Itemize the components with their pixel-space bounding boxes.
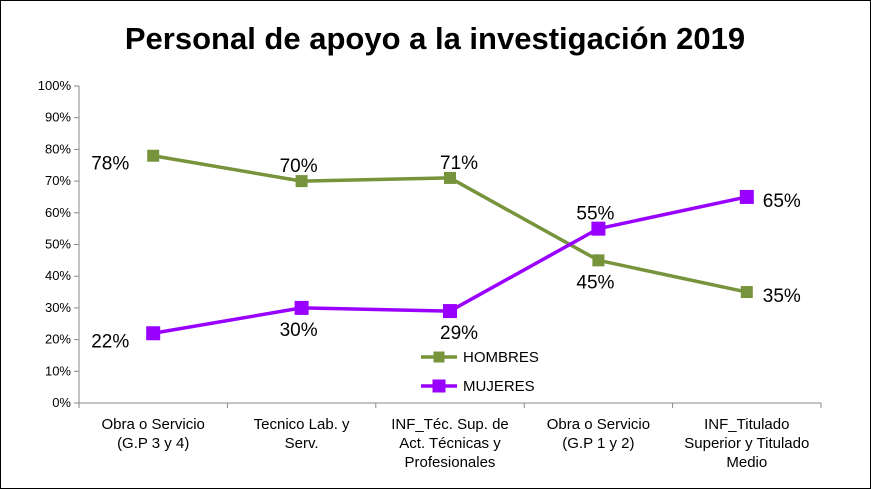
data-label-mujeres: 30% (280, 320, 318, 341)
data-label-hombres: 78% (91, 154, 129, 175)
data-label-mujeres: 22% (91, 331, 129, 352)
legend: HOMBRES MUJERES (421, 349, 539, 395)
x-tick-label-line: Tecnico Lab. y (254, 416, 350, 433)
data-point-mujeres (146, 326, 161, 341)
x-tick-label-line: INF_Titulado (704, 416, 789, 433)
data-label-mujeres: 29% (440, 323, 478, 344)
y-tick-label: 20% (45, 332, 71, 347)
y-tick-label: 10% (45, 363, 71, 378)
y-tick-label: 30% (45, 300, 71, 315)
y-tick-label: 50% (45, 237, 71, 252)
y-tick-label: 90% (45, 110, 71, 125)
x-tick-label-line: Profesionales (405, 454, 496, 471)
x-tick-label: Obra o Servicio (G.P 1 y 2) (547, 416, 650, 452)
data-labels: 78% 70% 71% 45% 35% 22% 30% 29% 55% 65% (91, 153, 801, 352)
legend-label-hombres: HOMBRES (463, 349, 539, 366)
y-axis-ticks: 0% 10% 20% 30% 40% 50% 60% 70% 80% 90% 100% (38, 78, 79, 410)
x-tick-label-line: Obra o Servicio (547, 416, 650, 433)
chart-title: Personal de apoyo a la investigación 201… (125, 21, 745, 56)
x-tick-label-line: (G.P 1 y 2) (562, 435, 634, 452)
x-axis-ticks: Obra o Servicio (G.P 3 y 4) Tecnico Lab. y… (78, 403, 822, 471)
data-point-mujeres (591, 221, 606, 236)
data-point-hombres (147, 149, 160, 162)
y-tick-label: 60% (45, 205, 71, 220)
y-tick-label: 100% (38, 78, 72, 93)
data-point-mujeres (443, 304, 457, 319)
data-label-mujeres: 55% (576, 204, 614, 225)
data-label-hombres: 70% (280, 156, 318, 177)
data-label-hombres: 35% (763, 286, 801, 307)
x-tick-label-line: Medio (726, 454, 767, 471)
data-point-hombres (295, 175, 308, 188)
series-layer (146, 149, 754, 341)
y-tick-label: 0% (52, 395, 71, 410)
data-label-hombres: 71% (440, 153, 478, 174)
x-tick-label: INF_Titulado Superior y Titulado Medio (684, 416, 809, 471)
x-tick-label-line: Obra o Servicio (102, 416, 205, 433)
y-tick-label: 80% (45, 141, 71, 156)
data-point-mujeres (739, 189, 754, 204)
y-tick-label: 40% (45, 268, 71, 283)
legend-marker-hombres (433, 351, 445, 363)
data-point-mujeres (294, 300, 309, 315)
x-tick-label: INF_Téc. Sup. de Act. Técnicas y Profesion… (391, 416, 509, 471)
data-point-hombres (592, 254, 605, 267)
data-label-hombres: 45% (576, 272, 614, 293)
x-tick-label-line: Superior y Titulado (684, 435, 809, 452)
data-label-mujeres: 65% (763, 191, 801, 212)
x-tick-label-line: Serv. (285, 435, 319, 452)
legend-label-mujeres: MUJERES (463, 378, 535, 395)
x-tick-label-line: (G.P 3 y 4) (117, 435, 189, 452)
x-tick-label: Tecnico Lab. y Serv. (254, 416, 350, 452)
data-point-hombres (740, 286, 753, 299)
x-tick-label: Obra o Servicio (G.P 3 y 4) (102, 416, 205, 452)
x-tick-label-line: INF_Téc. Sup. de (391, 416, 509, 433)
legend-marker-mujeres (432, 379, 446, 393)
x-tick-label-line: Act. Técnicas y (399, 435, 501, 452)
y-tick-label: 70% (45, 173, 71, 188)
data-point-hombres (444, 171, 456, 184)
